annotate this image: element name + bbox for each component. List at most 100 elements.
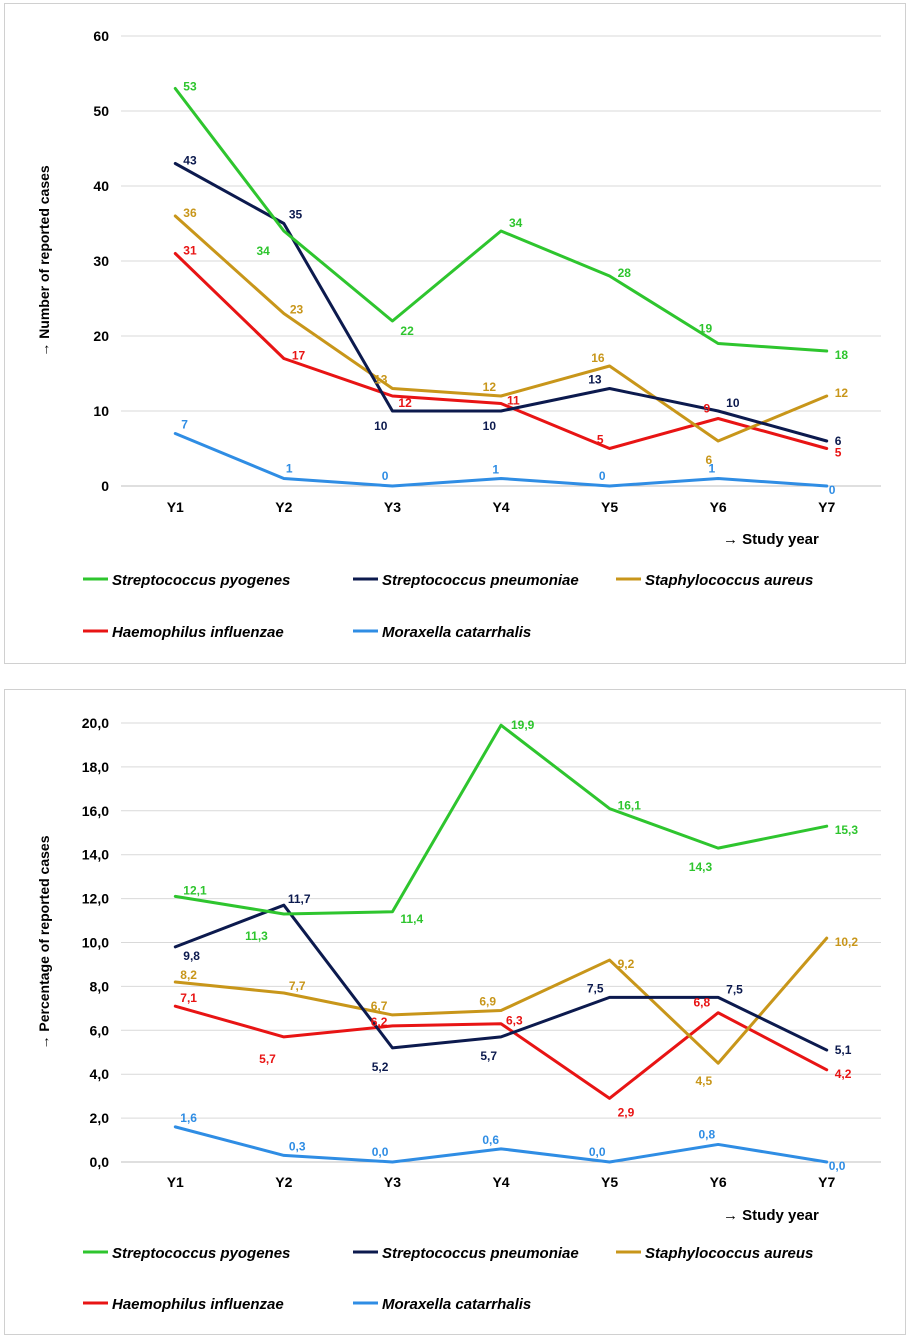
series-line-pyogenes: [173, 87, 829, 353]
data-label-pyogenes: 11,4: [400, 912, 423, 926]
y-tick-label: 10,0: [82, 935, 109, 951]
chart-panel-cases: 0 10 20 30 40 50 60 Y1 Y2 Y3 Y4 Y5 Y6 Y7 → Study year →…: [4, 3, 906, 664]
y-tick-label: 8,0: [90, 978, 110, 994]
data-label-pyogenes: 19: [699, 322, 713, 336]
data-label-influenzae: 12: [398, 396, 412, 410]
x-tick-label: Y6: [710, 499, 727, 515]
y-tick-label: 18,0: [82, 759, 109, 775]
data-label-pneumoniae: 35: [289, 208, 303, 222]
data-label-pyogenes: 18: [835, 348, 849, 362]
data-label-aureus: 8,2: [180, 968, 197, 982]
data-label-catarrhalis: 1: [492, 463, 499, 477]
legend-label-pyogenes: Streptococcus pyogenes: [112, 572, 290, 589]
data-label-pyogenes: 34: [509, 216, 523, 230]
x-tick-label: Y4: [492, 499, 509, 515]
data-label-catarrhalis: 0,3: [289, 1139, 306, 1153]
y-tick-label: 40: [93, 178, 109, 194]
series-line-aureus: [173, 936, 829, 1065]
y-tick-label: 0: [101, 478, 109, 494]
x-tick-label: Y4: [492, 1174, 509, 1190]
series-line-aureus: [173, 214, 829, 443]
data-label-catarrhalis: 0,6: [482, 1133, 499, 1147]
data-label-aureus: 6: [705, 453, 712, 467]
data-label-pneumoniae: 6: [835, 434, 842, 448]
x-tick-label: Y7: [818, 499, 835, 515]
data-label-influenzae: 5: [835, 446, 842, 460]
data-label-influenzae: 6,2: [371, 1015, 388, 1029]
legend-label-aureus: Staphylococcus aureus: [645, 572, 813, 589]
chart-percentage-svg: 0,0 2,0 4,0 6,0 8,0 10,0 12,0 14,0 16,0 18,0 20,0 Y…: [36, 715, 881, 1313]
data-label-aureus: 16: [591, 351, 605, 365]
data-label-aureus: 12: [835, 386, 849, 400]
y-tick-label: 50: [93, 103, 109, 119]
y-tick-label: 12,0: [82, 891, 109, 907]
data-label-pyogenes: 15,3: [835, 823, 859, 837]
series-line-pneumoniae: [173, 903, 829, 1052]
data-label-aureus: 9,2: [618, 957, 635, 971]
legend-label-aureus: Staphylococcus aureus: [645, 1245, 813, 1262]
data-label-catarrhalis: 0,0: [589, 1145, 606, 1159]
y-tick-label: 2,0: [90, 1110, 110, 1126]
data-label-influenzae: 9: [703, 402, 710, 416]
data-label-influenzae: 4,2: [835, 1067, 852, 1081]
data-label-catarrhalis: 1,6: [180, 1111, 197, 1125]
y-tick-label: 20: [93, 328, 109, 344]
data-label-catarrhalis: 0: [829, 483, 836, 497]
data-label-pneumoniae: 10: [726, 396, 740, 410]
x-tick-label: Y3: [384, 1174, 401, 1190]
data-label-aureus: 23: [290, 303, 304, 317]
series-line-influenzae: [173, 1004, 829, 1100]
data-label-pneumoniae: 5,7: [480, 1049, 497, 1063]
data-label-aureus: 4,5: [695, 1074, 712, 1088]
series-line-pneumoniae: [173, 162, 829, 443]
data-label-aureus: 13: [374, 373, 388, 387]
chart-panel-percentage: 0,0 2,0 4,0 6,0 8,0 10,0 12,0 14,0 16,0 18,0 20,0 Y…: [4, 689, 906, 1335]
data-label-influenzae: 11: [507, 394, 520, 408]
data-label-aureus: 7,7: [289, 979, 306, 993]
y-tick-label: 14,0: [82, 847, 109, 863]
y-tick-label: 20,0: [82, 715, 109, 731]
data-label-pneumoniae: 13: [588, 373, 602, 387]
data-label-pyogenes: 28: [618, 266, 632, 280]
series-line-catarrhalis: [173, 1125, 829, 1164]
series-line-influenzae: [173, 252, 829, 450]
data-label-influenzae: 5: [597, 433, 604, 447]
data-label-pneumoniae: 7,5: [587, 981, 604, 995]
data-label-pyogenes: 11,3: [245, 929, 268, 943]
data-label-aureus: 10,2: [835, 935, 859, 949]
data-label-pyogenes: 12,1: [183, 883, 207, 897]
data-label-influenzae: 5,7: [259, 1052, 276, 1066]
data-label-pneumoniae: 43: [183, 154, 197, 168]
y-tick-label: 30: [93, 253, 109, 269]
data-label-influenzae: 17: [292, 349, 306, 363]
data-label-pneumoniae: 11,7: [288, 892, 311, 906]
data-label-catarrhalis: 1: [708, 462, 715, 476]
data-label-aureus: 6,9: [479, 995, 496, 1009]
data-label-influenzae: 31: [183, 244, 197, 258]
legend-label-pyogenes: Streptococcus pyogenes: [112, 1245, 290, 1262]
series-line-catarrhalis: [173, 432, 829, 488]
data-label-pneumoniae: 5,2: [372, 1060, 389, 1074]
data-label-pyogenes: 19,9: [511, 718, 535, 732]
x-tick-label: Y1: [167, 1174, 184, 1190]
x-tick-label: Y5: [601, 1174, 618, 1190]
data-label-influenzae: 7,1: [180, 991, 197, 1005]
y-tick-label: 10: [93, 403, 109, 419]
x-tick-label: Y7: [818, 1174, 835, 1190]
data-label-pneumoniae: 10: [483, 419, 497, 433]
data-label-aureus: 6,7: [371, 999, 388, 1013]
legend-label-catarrhalis: Moraxella catarrhalis: [382, 1296, 531, 1313]
data-label-catarrhalis: 0: [599, 469, 606, 483]
y-tick-label: 16,0: [82, 803, 109, 819]
y-tick-label: 0,0: [90, 1154, 110, 1170]
data-label-catarrhalis: 0,8: [698, 1127, 715, 1141]
legend-label-influenzae: Haemophilus influenzae: [112, 1296, 284, 1313]
x-tick-label: Y2: [275, 1174, 292, 1190]
x-axis-title: → Study year: [723, 531, 819, 548]
data-label-catarrhalis: 7: [181, 418, 188, 432]
data-label-pyogenes: 22: [400, 324, 414, 338]
x-tick-label: Y5: [601, 499, 618, 515]
series-line-pyogenes: [173, 723, 829, 916]
data-label-influenzae: 2,9: [618, 1105, 635, 1119]
y-axis-title: → Number of reported cases: [36, 165, 52, 357]
